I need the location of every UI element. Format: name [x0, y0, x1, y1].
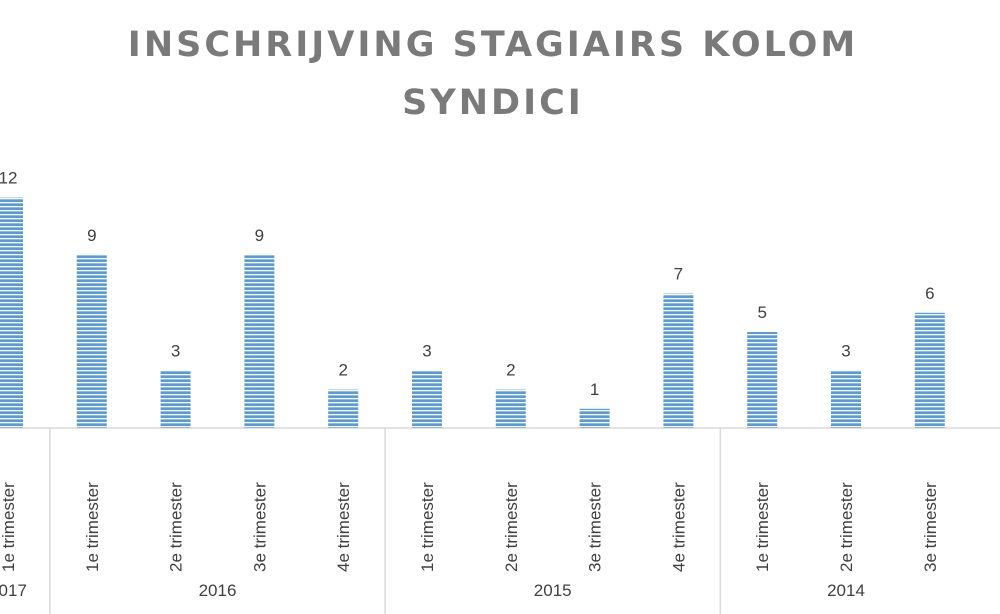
bar	[0, 197, 23, 428]
x-tick-label: 2e trimester	[502, 482, 521, 572]
x-tick-label: 4e trimester	[334, 482, 353, 572]
bar	[495, 389, 526, 428]
x-tick-label: 3e trimester	[586, 482, 605, 572]
x-tick-label: 1e trimester	[418, 482, 437, 572]
x-group-label: 2016	[199, 581, 237, 600]
data-label: 3	[171, 341, 180, 360]
data-label: 3	[422, 341, 431, 360]
x-tick-label: 2e trimester	[837, 482, 856, 572]
data-label: 3	[841, 341, 850, 360]
chart-title-line-2: SYNDICI	[402, 83, 584, 123]
data-label: 1	[590, 380, 599, 399]
bar	[914, 312, 945, 428]
bar	[328, 389, 359, 428]
bar	[412, 370, 442, 428]
data-label: 2	[338, 361, 347, 380]
x-tick-label: 3e trimester	[250, 482, 269, 572]
x-group-label: 2015	[534, 581, 572, 600]
chart-title-line-1: INSCHRIJVING STAGIAIRS KOLOM	[128, 25, 858, 65]
bar	[160, 370, 191, 428]
bar	[831, 370, 861, 428]
x-group-label: 2017	[0, 581, 27, 600]
x-tick-label: 3e trimester	[921, 482, 940, 572]
x-tick-label: 2e trimester	[167, 482, 186, 572]
data-label: 9	[255, 226, 264, 245]
bar	[244, 255, 275, 428]
data-label: 7	[674, 265, 683, 284]
x-tick-label: 1e trimester	[753, 482, 772, 572]
x-tick-label: 1e trimester	[0, 482, 18, 572]
data-label: 12	[0, 169, 17, 188]
bar	[76, 255, 107, 428]
bar	[663, 293, 694, 428]
data-label: 9	[87, 226, 96, 245]
x-group-label: 2014	[827, 581, 865, 600]
data-label: 5	[757, 303, 766, 322]
bar	[747, 332, 778, 428]
x-tick-label: 1e trimester	[83, 482, 102, 572]
data-label: 2	[506, 361, 515, 380]
x-tick-label: 4e trimester	[669, 482, 688, 572]
data-label: 6	[925, 284, 934, 303]
bar	[579, 408, 610, 428]
